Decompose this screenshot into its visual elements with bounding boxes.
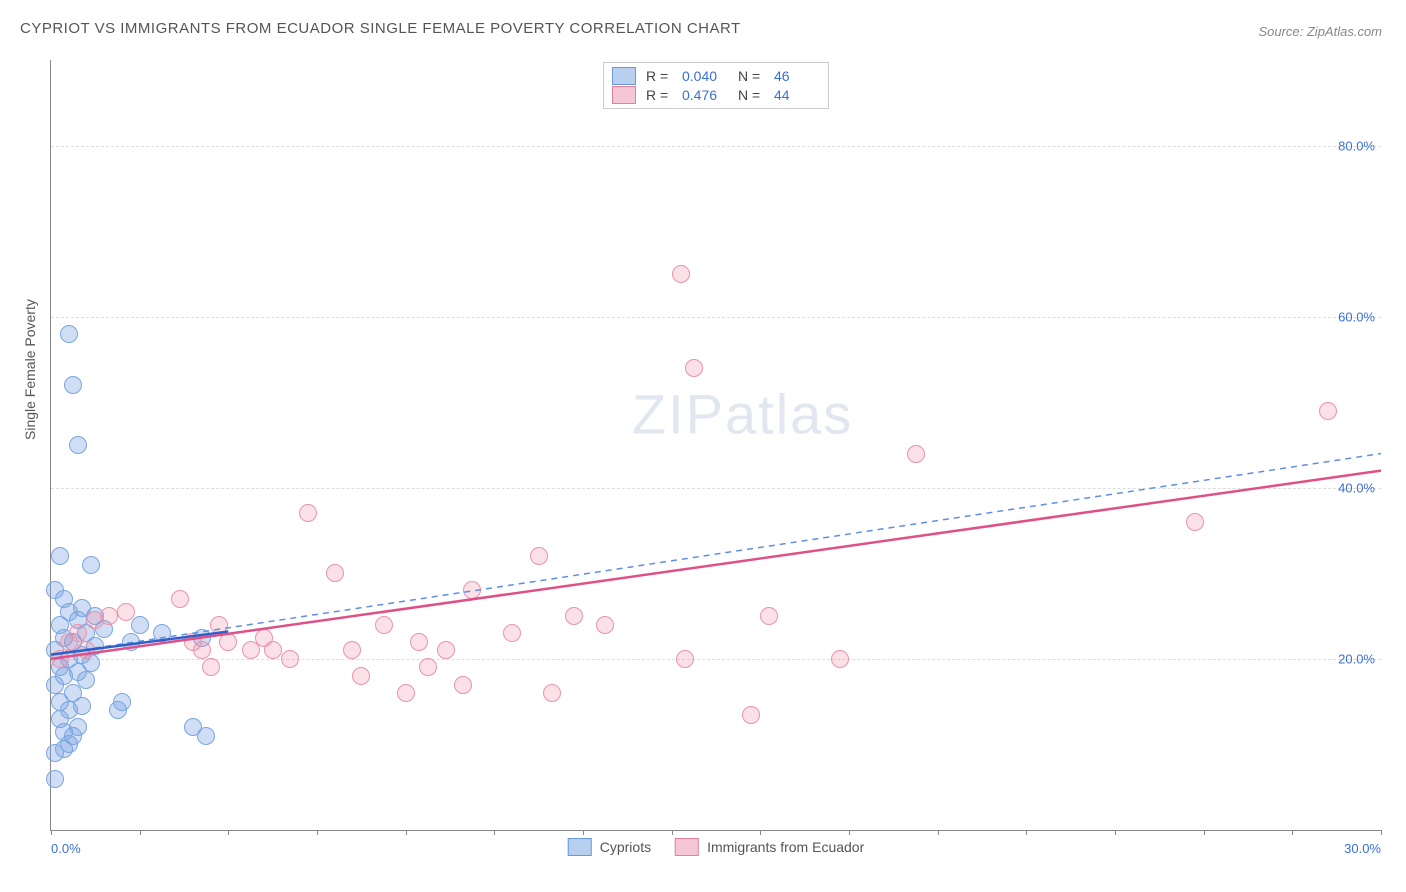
plot-box: ZIPatlas R = 0.040 N = 46 R = 0.476 N = …: [50, 60, 1381, 831]
x-tick-mark: [140, 830, 141, 835]
legend-label-cypriots: Cypriots: [600, 839, 651, 855]
regression-lines: [51, 60, 1381, 830]
x-tick-mark: [1026, 830, 1027, 835]
x-tick-mark: [672, 830, 673, 835]
x-tick-mark: [583, 830, 584, 835]
legend-item-ecuador: Immigrants from Ecuador: [675, 838, 864, 856]
r-label: R =: [646, 68, 672, 84]
r-value-ecuador: 0.476: [682, 87, 728, 103]
n-value-ecuador: 44: [774, 87, 820, 103]
legend-row-cypriots: R = 0.040 N = 46: [612, 67, 820, 85]
r-value-cypriots: 0.040: [682, 68, 728, 84]
legend-statistics: R = 0.040 N = 46 R = 0.476 N = 44: [603, 62, 829, 109]
x-tick-mark: [1292, 830, 1293, 835]
legend-label-ecuador: Immigrants from Ecuador: [707, 839, 864, 855]
n-label: N =: [738, 87, 764, 103]
x-tick-mark: [1381, 830, 1382, 835]
x-tick-mark: [760, 830, 761, 835]
regression-line: [51, 454, 1381, 655]
x-tick-max: 30.0%: [1344, 841, 1381, 856]
x-tick-mark: [406, 830, 407, 835]
x-tick-mark: [51, 830, 52, 835]
legend-item-cypriots: Cypriots: [568, 838, 651, 856]
n-label: N =: [738, 68, 764, 84]
swatch-cypriots-bottom: [568, 838, 592, 856]
x-tick-mark: [228, 830, 229, 835]
x-tick-mark: [938, 830, 939, 835]
chart-plot-area: ZIPatlas R = 0.040 N = 46 R = 0.476 N = …: [50, 60, 1380, 830]
x-tick-mark: [494, 830, 495, 835]
x-tick-mark: [849, 830, 850, 835]
legend-series: Cypriots Immigrants from Ecuador: [568, 838, 865, 856]
x-tick-min: 0.0%: [51, 841, 81, 856]
regression-line: [51, 471, 1381, 659]
y-axis-label: Single Female Poverty: [22, 299, 38, 440]
x-tick-mark: [317, 830, 318, 835]
regression-line: [51, 632, 228, 655]
chart-source: Source: ZipAtlas.com: [1258, 24, 1382, 39]
chart-title: CYPRIOT VS IMMIGRANTS FROM ECUADOR SINGL…: [20, 20, 741, 37]
x-tick-mark: [1204, 830, 1205, 835]
swatch-ecuador-bottom: [675, 838, 699, 856]
r-label: R =: [646, 87, 672, 103]
swatch-cypriots: [612, 67, 636, 85]
swatch-ecuador: [612, 86, 636, 104]
legend-row-ecuador: R = 0.476 N = 44: [612, 86, 820, 104]
n-value-cypriots: 46: [774, 68, 820, 84]
x-tick-mark: [1115, 830, 1116, 835]
